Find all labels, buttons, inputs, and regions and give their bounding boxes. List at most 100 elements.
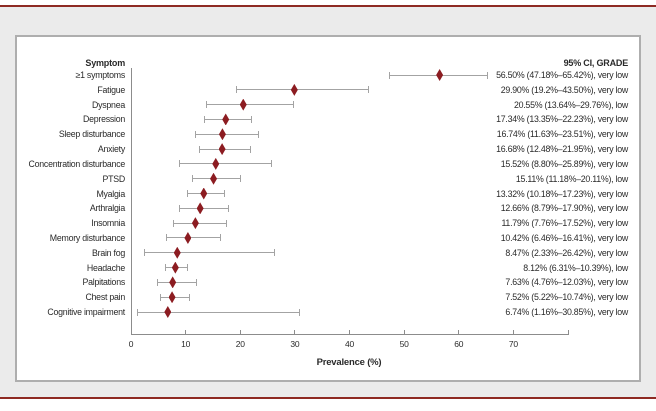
ci-grade-text: 10.42% (6.46%–16.41%), very low	[500, 232, 628, 243]
estimate-diamond	[171, 261, 179, 274]
ci-cap-left	[166, 234, 168, 242]
estimate-diamond	[196, 202, 204, 215]
ci-cap-left	[186, 190, 188, 197]
y-axis-line	[131, 68, 132, 335]
ci-cap-left	[388, 71, 390, 79]
x-tick	[239, 330, 241, 334]
ci-grade-text: 7.63% (4.76%–12.03%), very low	[505, 277, 628, 288]
symptom-label: Myalgia	[96, 188, 125, 199]
estimate-diamond	[168, 291, 176, 304]
ci-cap-left	[173, 219, 175, 227]
ci-whisker	[235, 89, 369, 91]
ci-cap-right	[188, 293, 190, 301]
ci-cap-left	[192, 175, 194, 183]
ci-cap-left	[179, 160, 181, 168]
ci-cap-right	[367, 86, 369, 94]
x-tick-label: 40	[344, 339, 355, 349]
ci-grade-text: 8.12% (6.31%–10.39%), low	[523, 262, 628, 273]
ci-cap-left	[165, 264, 167, 272]
ci-cap-left	[137, 308, 139, 316]
x-axis-line	[131, 334, 569, 335]
estimate-diamond	[191, 217, 199, 230]
ci-cap-right	[487, 71, 489, 79]
ci-cap-left	[159, 293, 161, 301]
x-tick-label: 60	[454, 339, 464, 349]
ci-grade-text: 29.90% (19.2%–43.50%), very low	[500, 84, 628, 95]
ci-grade-text: 15.52% (8.80%–25.89%), very low	[500, 158, 628, 169]
symptom-label: Chest pain	[85, 292, 125, 303]
x-tick	[185, 330, 187, 334]
x-tick	[512, 330, 514, 334]
estimate-diamond	[164, 306, 172, 318]
x-tick-label: 70	[508, 339, 518, 349]
ci-whisker	[166, 237, 221, 239]
ci-cap-right	[274, 249, 276, 257]
ci-grade-text: 12.66% (8.79%–17.90%), very low	[500, 203, 628, 214]
x-axis-end-tick	[568, 330, 569, 334]
x-tick-label: 50	[399, 339, 409, 349]
symptom-label: Depression	[83, 114, 125, 125]
symptom-label: Arthralgia	[89, 203, 125, 214]
symptom-label: Dyspnea	[92, 99, 125, 110]
ci-grade-text: 17.34% (13.35%–22.23%), very low	[496, 114, 628, 125]
column-header-symptom: Symptom	[85, 58, 125, 68]
ci-whisker	[173, 222, 227, 224]
x-tick-label: 30	[290, 339, 300, 349]
ci-cap-right	[186, 264, 188, 272]
estimate-diamond	[212, 157, 220, 170]
ci-grade-text: 7.52% (5.22%–10.74%), very low	[505, 292, 628, 303]
ci-whisker	[137, 311, 300, 313]
ci-cap-right	[251, 115, 253, 123]
ci-cap-left	[157, 278, 158, 286]
estimate-diamond	[169, 276, 177, 289]
estimate-diamond	[436, 69, 444, 81]
ci-cap-right	[219, 234, 221, 242]
estimate-diamond	[210, 172, 218, 185]
estimate-diamond	[239, 98, 247, 111]
top-rule	[0, 5, 656, 7]
ci-grade-text: 16.74% (11.63%–23.51%), very low	[496, 129, 628, 140]
ci-cap-left	[235, 86, 237, 94]
ci-cap-right	[224, 190, 226, 197]
estimate-diamond	[184, 231, 192, 244]
ci-grade-text: 13.32% (10.18%–17.23%), very low	[496, 188, 628, 199]
x-tick	[130, 330, 132, 334]
ci-grade-text: 15.11% (11.18%–20.11%), low	[515, 173, 628, 184]
x-tick-label: 0	[128, 339, 134, 349]
symptom-label: PTSD	[102, 173, 126, 184]
symptom-label: Anxiety	[97, 144, 125, 155]
ci-whisker	[179, 207, 229, 209]
ci-cap-right	[271, 160, 273, 168]
ci-grade-text: 11.79% (7.76%–17.52%), very low	[501, 218, 628, 229]
estimate-diamond	[173, 246, 181, 259]
ci-grade-text: 16.68% (12.48%–21.95%), very low	[496, 144, 628, 155]
x-tick	[458, 330, 460, 334]
x-tick	[294, 330, 296, 334]
symptom-label: ≥1 symptoms	[75, 70, 126, 80]
ci-cap-right	[249, 145, 251, 153]
forest-plot: Symptom 95% CI, GRADE ≥1 symptoms 56.50% …	[17, 37, 639, 380]
estimate-diamond	[218, 128, 226, 141]
ci-cap-right	[239, 175, 241, 183]
ci-cap-left	[205, 101, 207, 109]
symptom-label: Sleep disturbance	[58, 129, 125, 140]
ci-cap-right	[225, 219, 227, 227]
ci-whisker	[143, 252, 276, 254]
ci-cap-right	[298, 308, 300, 316]
ci-cap-left	[143, 249, 145, 257]
ci-cap-left	[199, 145, 201, 153]
x-tick	[349, 330, 350, 334]
symptom-label: Insomnia	[91, 218, 125, 229]
ci-cap-right	[292, 101, 294, 109]
ci-grade-text: 8.47% (2.33%–26.42%), very low	[505, 247, 628, 258]
x-tick	[403, 330, 405, 334]
x-tick-label: 10	[181, 339, 191, 349]
symptom-label: Fatigue	[97, 84, 125, 95]
symptom-label: Concentration disturbance	[28, 158, 126, 169]
symptom-label: Brain fog	[92, 247, 125, 258]
bottom-rule	[0, 397, 656, 399]
ci-cap-right	[258, 130, 260, 138]
symptom-label: Headache	[86, 262, 125, 273]
ci-cap-right	[227, 204, 229, 212]
